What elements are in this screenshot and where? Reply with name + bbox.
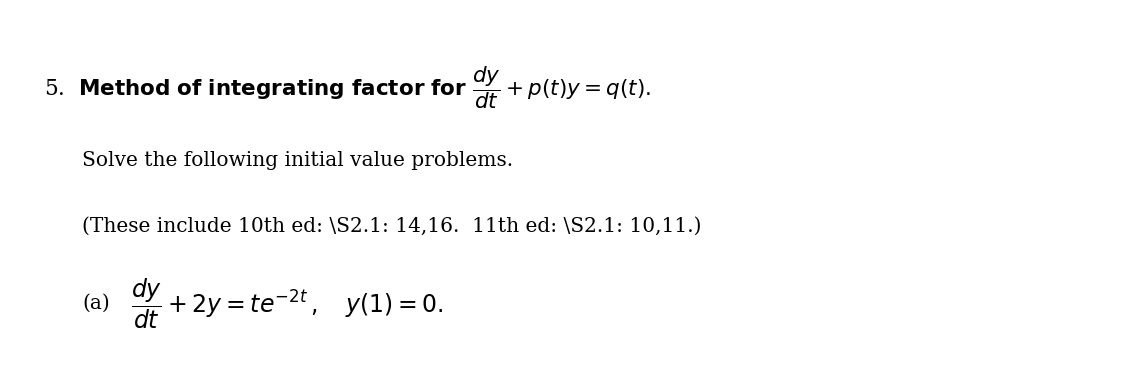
Text: $\dfrac{dy}{dt} + 2y = te^{-2t}\,, \quad y(1) = 0.$: $\dfrac{dy}{dt} + 2y = te^{-2t}\,, \quad… — [131, 276, 443, 331]
Text: (a): (a) — [82, 294, 111, 313]
Text: Solve the following initial value problems.: Solve the following initial value proble… — [82, 151, 513, 170]
Text: (These include 10th ed: \S2.1: 14,16.  11th ed: \S2.1: 10,11.): (These include 10th ed: \S2.1: 14,16. 11… — [82, 217, 702, 236]
Text: 5.  $\mathbf{Method\ of\ integrating\ factor\ for}\ \dfrac{dy}{dt} + p(t)y = q(t: 5. $\mathbf{Method\ of\ integrating\ fac… — [44, 64, 651, 111]
